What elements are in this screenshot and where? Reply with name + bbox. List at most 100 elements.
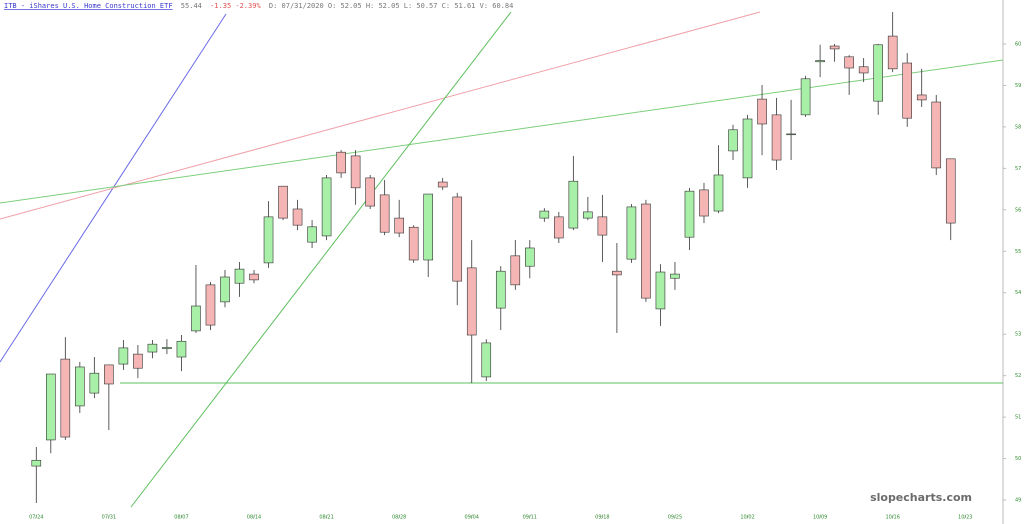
candle-body (887, 35, 898, 70)
candle-body (481, 342, 492, 378)
candle-body (641, 203, 651, 299)
candle-body (452, 196, 463, 282)
candle-body (162, 347, 172, 350)
y-tick-label: 59 (1015, 83, 1021, 89)
y-tick-label: 49 (1015, 498, 1021, 504)
x-tick-label: 07/31 (102, 515, 116, 521)
candle-body (234, 268, 245, 284)
candle-body (466, 267, 477, 336)
symbol-link[interactable]: ITB - iShares U.S. Home Construction ETF (4, 2, 173, 10)
candle-body (408, 226, 419, 261)
candle-body (46, 373, 56, 441)
x-tick-label: 10/02 (740, 515, 754, 521)
candle-body (321, 177, 332, 237)
watermark: slopecharts.com (870, 491, 972, 504)
candle-body (423, 193, 433, 261)
candle-body (626, 206, 637, 260)
candle-body (307, 226, 317, 243)
candle-body (713, 174, 724, 212)
x-tick-label: 09/11 (523, 515, 537, 521)
candle-body (655, 271, 666, 310)
x-tick-label: 08/28 (392, 515, 406, 521)
x-tick-label: 10/16 (885, 515, 899, 521)
y-tick-label: 54 (1015, 290, 1021, 296)
candle-body (437, 181, 448, 188)
candle-body (278, 185, 288, 219)
candle-body (902, 62, 912, 119)
y-tick-label: 50 (1015, 456, 1021, 462)
candle-body (176, 340, 187, 358)
candle-body (844, 56, 854, 69)
candle-body (525, 247, 535, 267)
trendline (0, 59, 1004, 204)
x-tick-label: 07/24 (29, 515, 43, 521)
candle-body (931, 101, 942, 169)
candle-body (394, 217, 404, 234)
x-tick-label: 10/23 (958, 515, 972, 521)
candle-body (89, 372, 100, 394)
candle-body (699, 189, 709, 217)
x-tick-label: 08/07 (174, 515, 188, 521)
x-tick-label: 08/14 (247, 515, 261, 521)
ohlc-details: D: 07/31/2020 O: 52.05 H: 52.05 L: 50.57… (269, 2, 513, 10)
y-tick-label: 51 (1015, 415, 1021, 421)
candle-body (612, 270, 622, 276)
candle-body (568, 180, 579, 229)
candle-body (829, 45, 840, 50)
y-tick-label: 52 (1015, 373, 1021, 379)
candle-body (147, 343, 158, 353)
x-tick-label: 08/21 (319, 515, 333, 521)
candle-body (554, 216, 564, 239)
x-tick-label: 10/09 (813, 515, 827, 521)
candle-body (104, 364, 114, 385)
candle-body (350, 155, 361, 189)
candle-body (771, 114, 782, 161)
candle-body (336, 151, 346, 174)
header: ITB - iShares U.S. Home Construction ETF… (4, 2, 513, 10)
last-price: 55.44 (181, 2, 202, 10)
candle-body (118, 347, 129, 365)
candle-body (757, 98, 767, 125)
candle-body (133, 353, 143, 369)
candle-body (858, 66, 869, 74)
y-tick-label: 56 (1015, 207, 1021, 213)
candle-body (205, 284, 216, 326)
candle-body (815, 60, 825, 63)
candle-body (191, 305, 201, 332)
candle-body (75, 366, 85, 407)
candle-body (510, 255, 521, 286)
y-tick-label: 60 (1015, 41, 1021, 47)
candle-body (365, 177, 375, 207)
y-tick-label: 57 (1015, 166, 1021, 172)
candle-body (728, 129, 738, 152)
candle-body (31, 459, 42, 467)
x-tick-label: 09/18 (595, 515, 609, 521)
candle-body (263, 216, 274, 264)
candle-body (249, 273, 259, 281)
trendline (130, 11, 512, 508)
y-tick-label: 58 (1015, 124, 1021, 130)
candle-body (495, 270, 506, 309)
candle-body (945, 158, 956, 224)
price-change: -1.35 -2.39% (210, 2, 261, 10)
candle-body (60, 358, 71, 438)
y-tick-label: 53 (1015, 332, 1021, 338)
candle-body (916, 94, 927, 101)
candle-body (220, 276, 230, 303)
candle-body (539, 210, 550, 219)
candle-body (597, 216, 608, 236)
x-tick-label: 09/04 (465, 515, 479, 521)
candle-body (873, 44, 883, 102)
candle-body (583, 211, 593, 219)
y-tick-label: 55 (1015, 249, 1021, 255)
candle-body (742, 118, 753, 179)
candle-body (684, 190, 695, 238)
candle-body (800, 78, 811, 116)
candle-body (292, 208, 303, 226)
candle-body (379, 194, 390, 233)
candle-body (670, 273, 680, 279)
x-tick-label: 09/25 (668, 515, 682, 521)
trendlines (0, 11, 1004, 508)
